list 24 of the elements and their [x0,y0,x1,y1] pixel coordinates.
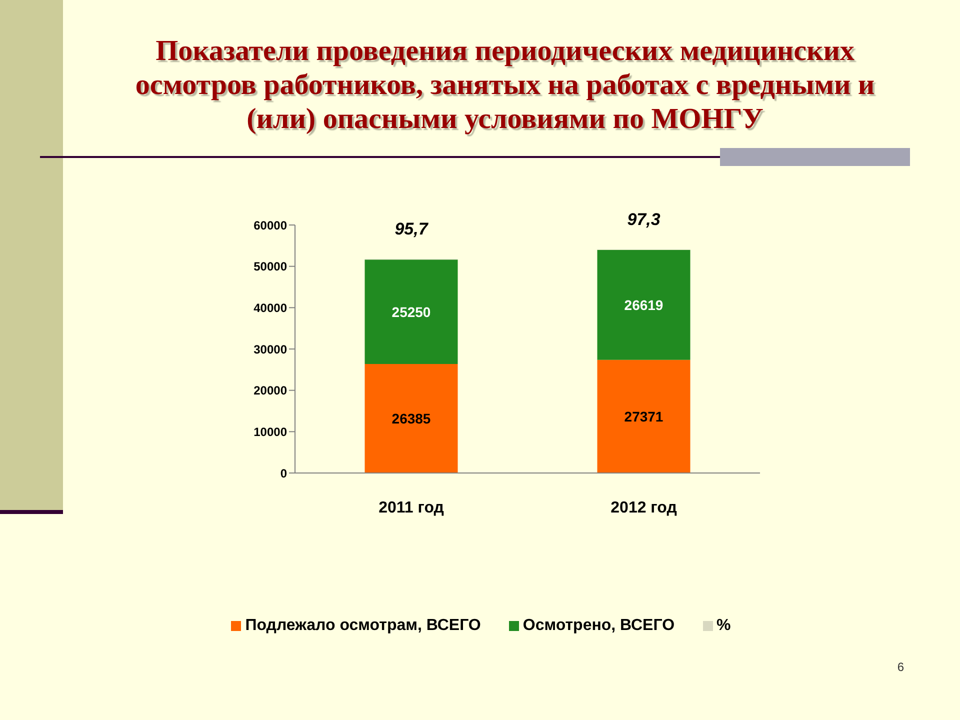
y-tick-label: 20000 [254,384,288,398]
y-tick-label: 50000 [254,260,288,274]
data-label: 26619 [624,296,664,313]
y-tick-label: 30000 [254,342,288,356]
bar [364,260,458,364]
text: 6 [897,660,904,674]
data-label: 26385 [392,410,431,426]
bar [597,250,690,360]
data-label: 25250 [392,304,431,320]
y-tick-label: 0 [280,466,288,480]
bar [364,364,458,473]
legend-label: Осмотрено, ВСЕГО [522,617,675,634]
data-label: 95,7 [394,220,430,239]
bar [597,360,690,473]
data-label: 97,3 [627,210,661,229]
legend-label: Подлежало осмотрам, ВСЕГО [245,617,481,634]
y-tick-label: 10000 [254,424,288,439]
y-tick-label: 60000 [254,218,288,232]
x-tick-label: 2012 год [610,499,677,516]
data-label: 27371 [624,408,664,424]
x-tick-label: 2011 год [378,499,444,516]
legend-label: % [716,617,731,634]
chart-title: Показатели проведения периодических медицинских осмотров работников, занятых на работах с вредными и (или) опасными условиями по МОНГУ [134,34,876,136]
y-tick-label: 40000 [254,300,288,315]
